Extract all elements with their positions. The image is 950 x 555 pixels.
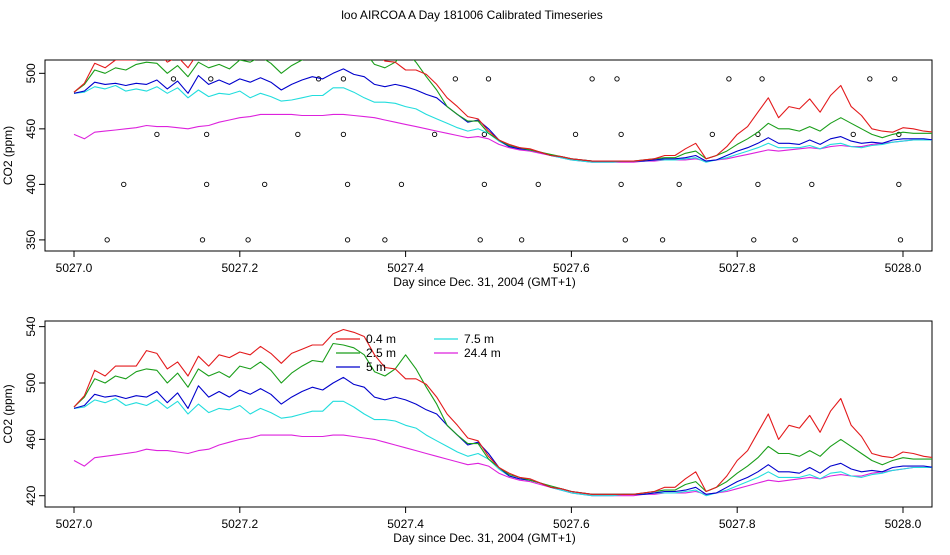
flag-point [340,76,347,82]
flag-point [896,181,902,188]
plot-area [73,60,932,243]
flag-point [751,237,757,243]
flag-point [676,181,682,188]
flag-point [104,237,110,243]
flag-point [622,237,628,243]
series-line-0-4-m [73,60,932,162]
flag-point [295,131,301,138]
flag-point [340,131,347,138]
flag-point [618,181,624,188]
y-axis-title: CO2 (ppm) [1,384,15,443]
flag-point [614,76,620,82]
x-tick-label: 5027.2 [221,517,258,531]
x-axis-title: Day since Dec. 31, 2004 (GMT+1) [393,531,575,545]
y-tick-label: 450 [24,119,38,139]
x-tick-label: 5027.8 [719,261,756,275]
series-line-5-m [73,376,932,495]
y-tick-label: 500 [24,63,38,83]
y-tick-label: 400 [24,174,38,194]
flag-point [477,237,483,243]
plot-frame [44,59,933,252]
flag-point [121,181,127,188]
x-tick-label: 5027.8 [719,517,756,531]
flag-point [481,181,488,188]
flag-point [572,131,579,138]
flag-point [659,237,666,243]
flag-point [519,237,525,243]
flag-point [535,181,541,188]
flag-point [726,76,732,82]
flag-point [618,131,624,138]
y-tick-label: 540 [24,316,38,336]
flag-point [452,76,458,82]
x-tick-label: 5027.6 [553,517,590,531]
y-tick-label: 500 [24,373,38,393]
x-tick-label: 5027.0 [56,517,93,531]
flag-point [589,76,595,82]
flag-point [759,76,765,82]
flag-point [344,181,351,188]
flag-point [481,131,488,138]
legend-label: 7.5 m [464,332,494,346]
flag-point [382,237,388,243]
flag-point [262,181,268,188]
legend-label: 5 m [366,360,386,374]
flag-point [203,131,210,138]
bottom-panel: 5027.0 5027.2 5027.4 5027.6 5027.8 5028.0 420 4… [1,316,933,545]
flag-point [154,131,160,138]
flag-point [170,76,177,82]
flag-point [344,237,351,243]
figure-title: loo AIRCOA A Day 181006 Calibrated Times… [341,8,602,22]
series-line-2-5-m [73,342,932,495]
flag-point [245,237,251,243]
flag-point [709,131,715,138]
flag-point [398,181,405,188]
flag-point [208,76,214,82]
series-line-5-m [73,68,932,162]
legend-label: 2.5 m [366,346,396,360]
y-axis-title: CO2 (ppm) [1,126,15,185]
series-line-0-4-m [73,328,932,495]
legend-label: 24.4 m [464,346,501,360]
series-line-24-4-m [73,434,932,497]
x-tick-label: 5027.2 [221,261,258,275]
series-line-24-4-m [73,113,932,163]
flag-point [755,181,761,188]
legend-label: 0.4 m [366,332,396,346]
y-tick-label: 420 [24,485,38,505]
top-panel: 5027.0 5027.2 5027.4 5027.6 5027.8 5028.0 350 4… [1,59,933,289]
flag-point [867,76,873,82]
flag-point [809,181,815,188]
flag-point [896,131,902,138]
flag-point [850,131,856,138]
flag-point [897,237,904,243]
x-tick-label: 5027.4 [387,261,424,275]
flag-point [792,237,798,243]
flag-point [431,131,438,138]
x-tick-label: 5027.6 [553,261,590,275]
plot-area [73,328,932,497]
x-tick-label: 5027.0 [56,261,93,275]
series-line-2-5-m [73,60,932,162]
flag-point [199,237,206,243]
plot-frame [44,320,933,508]
flag-point [892,76,898,82]
flag-point [203,181,210,188]
y-tick-label: 350 [24,230,38,250]
x-axis-title: Day since Dec. 31, 2004 (GMT+1) [393,275,575,289]
flag-point [485,76,492,82]
y-tick-label: 460 [24,429,38,449]
x-tick-label: 5028.0 [885,517,922,531]
x-tick-label: 5027.4 [387,517,424,531]
x-tick-label: 5028.0 [885,261,922,275]
